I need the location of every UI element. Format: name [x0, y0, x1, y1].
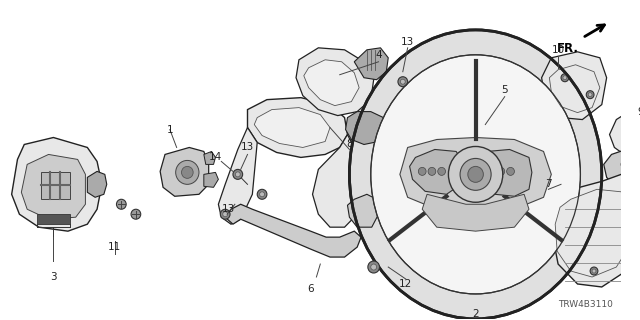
- Circle shape: [116, 199, 126, 209]
- Text: 14: 14: [209, 152, 222, 163]
- Polygon shape: [204, 151, 216, 164]
- Circle shape: [260, 192, 264, 197]
- Circle shape: [586, 91, 594, 99]
- Circle shape: [561, 74, 569, 82]
- Polygon shape: [609, 112, 640, 155]
- Text: 8: 8: [346, 140, 353, 149]
- Polygon shape: [312, 134, 364, 227]
- Polygon shape: [37, 214, 70, 224]
- Circle shape: [497, 167, 505, 175]
- Polygon shape: [541, 52, 607, 120]
- Text: TRW4B3110: TRW4B3110: [559, 300, 613, 309]
- Circle shape: [419, 167, 426, 175]
- Polygon shape: [12, 138, 102, 231]
- Polygon shape: [87, 172, 107, 197]
- Circle shape: [592, 269, 596, 273]
- Text: 2: 2: [472, 309, 479, 319]
- Circle shape: [236, 172, 240, 177]
- Polygon shape: [160, 148, 209, 196]
- Polygon shape: [348, 194, 378, 227]
- Polygon shape: [355, 48, 388, 80]
- Text: 13: 13: [401, 37, 414, 47]
- Circle shape: [182, 166, 193, 178]
- Text: 6: 6: [307, 284, 314, 294]
- Polygon shape: [218, 128, 257, 224]
- Polygon shape: [604, 149, 640, 187]
- Circle shape: [588, 93, 592, 97]
- Text: 10: 10: [552, 45, 564, 55]
- Polygon shape: [41, 172, 70, 199]
- Polygon shape: [481, 149, 532, 196]
- Polygon shape: [254, 108, 330, 148]
- Text: 12: 12: [399, 279, 412, 289]
- Circle shape: [257, 189, 267, 199]
- Text: 9: 9: [637, 107, 640, 116]
- Circle shape: [220, 209, 230, 219]
- Circle shape: [371, 264, 376, 270]
- Polygon shape: [21, 155, 85, 219]
- Circle shape: [621, 160, 629, 168]
- Polygon shape: [304, 60, 359, 106]
- Polygon shape: [225, 204, 361, 257]
- Text: FR.: FR.: [557, 42, 579, 55]
- Polygon shape: [555, 189, 633, 277]
- Text: 1: 1: [166, 124, 173, 134]
- Text: 3: 3: [50, 272, 57, 282]
- Polygon shape: [400, 138, 551, 212]
- Text: 7: 7: [545, 179, 552, 189]
- Circle shape: [233, 169, 243, 179]
- Ellipse shape: [371, 55, 580, 294]
- Text: 13: 13: [241, 142, 254, 152]
- Circle shape: [487, 167, 495, 175]
- Circle shape: [428, 167, 436, 175]
- Polygon shape: [553, 174, 640, 287]
- Polygon shape: [422, 194, 529, 231]
- Circle shape: [623, 163, 627, 166]
- Polygon shape: [296, 48, 374, 116]
- Polygon shape: [346, 112, 387, 144]
- Circle shape: [175, 160, 199, 184]
- Circle shape: [563, 76, 567, 80]
- Polygon shape: [549, 65, 600, 113]
- Text: 11: 11: [108, 242, 121, 252]
- Circle shape: [438, 167, 445, 175]
- Circle shape: [401, 79, 405, 84]
- Circle shape: [368, 261, 380, 273]
- Circle shape: [590, 267, 598, 275]
- Text: 4: 4: [375, 50, 382, 60]
- Polygon shape: [410, 149, 464, 194]
- Circle shape: [131, 209, 141, 219]
- Text: 13: 13: [221, 204, 235, 214]
- Circle shape: [223, 212, 228, 217]
- Circle shape: [460, 158, 491, 190]
- Circle shape: [449, 147, 503, 202]
- Polygon shape: [248, 98, 348, 157]
- Circle shape: [398, 77, 408, 87]
- Polygon shape: [204, 172, 218, 187]
- Circle shape: [468, 166, 483, 182]
- Text: 5: 5: [501, 85, 508, 95]
- Polygon shape: [349, 30, 602, 319]
- Circle shape: [507, 167, 515, 175]
